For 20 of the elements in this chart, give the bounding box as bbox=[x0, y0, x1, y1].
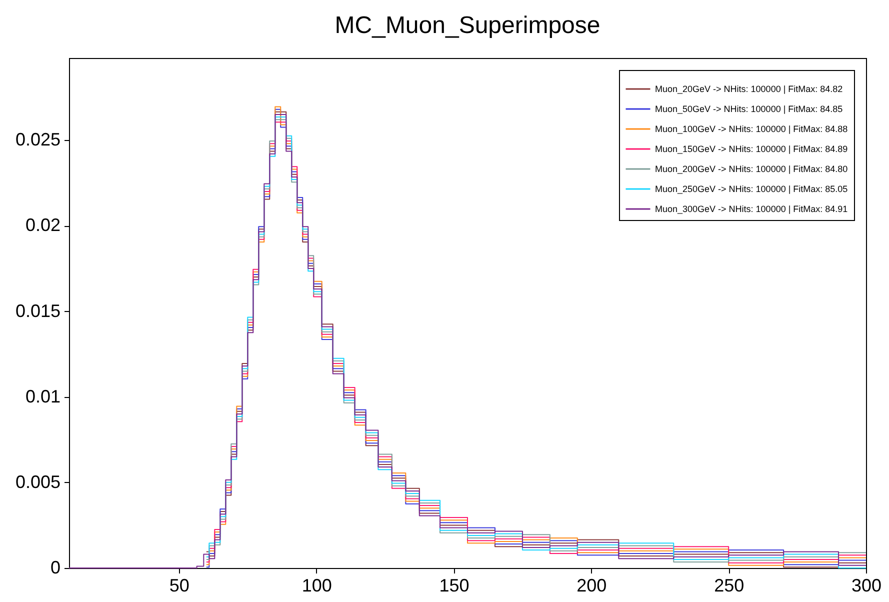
x-tick-label: 300 bbox=[851, 576, 882, 596]
y-tick-label: 0.005 bbox=[15, 472, 60, 492]
legend-label: Muon_100GeV -> NHits: 100000 | FitMax: 84.88 bbox=[655, 124, 848, 134]
legend-label: Muon_300GeV -> NHits: 100000 | FitMax: 84.91 bbox=[655, 204, 848, 214]
x-tick-label: 100 bbox=[302, 576, 332, 596]
legend-label: Muon_20GeV -> NHits: 100000 | FitMax: 84.82 bbox=[655, 84, 843, 94]
y-tick-label: 0.01 bbox=[25, 386, 60, 406]
legend-label: Muon_250GeV -> NHits: 100000 | FitMax: 85.05 bbox=[655, 184, 848, 194]
y-tick-label: 0.025 bbox=[15, 130, 60, 150]
legend-label: Muon_150GeV -> NHits: 100000 | FitMax: 84.89 bbox=[655, 144, 848, 154]
x-tick-label: 50 bbox=[169, 576, 190, 596]
legend-label: Muon_200GeV -> NHits: 100000 | FitMax: 84.80 bbox=[655, 164, 848, 174]
y-tick-label: 0.015 bbox=[15, 300, 60, 321]
y-tick-label: 0.02 bbox=[25, 215, 60, 236]
x-tick-label: 200 bbox=[576, 576, 607, 596]
y-tick-label: 0 bbox=[50, 558, 60, 578]
legend-label: Muon_50GeV -> NHits: 100000 | FitMax: 84.85 bbox=[655, 104, 843, 114]
x-tick-label: 250 bbox=[714, 576, 744, 596]
x-tick-label: 150 bbox=[439, 576, 470, 596]
chart-title: MC_Muon_Superimpose bbox=[334, 12, 600, 39]
